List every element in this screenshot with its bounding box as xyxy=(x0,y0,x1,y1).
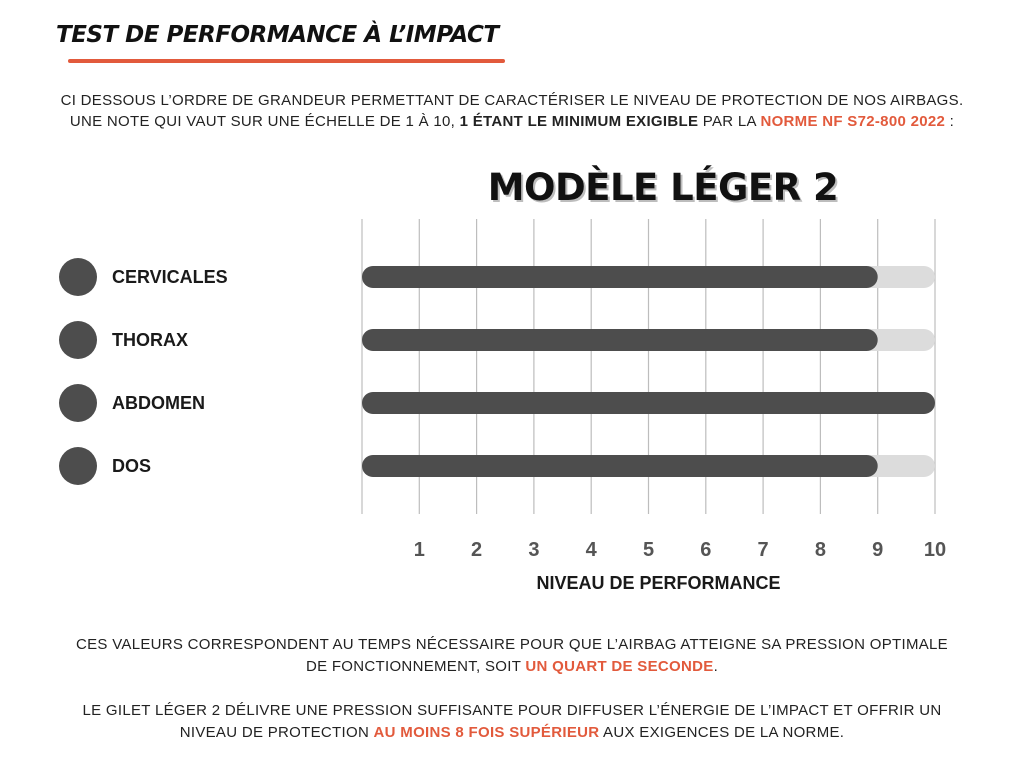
eight-times-highlight: AU MOINS 8 FOIS SUPÉRIEUR xyxy=(373,724,600,741)
explanation-1-line-2: DE FONCTIONNEMENT, SOIT UN QUART DE SECO… xyxy=(20,656,1004,678)
x-tick-label: 5 xyxy=(643,539,654,561)
intro-text: CI DESSOUS L’ORDRE DE GRANDEUR PERMETTAN… xyxy=(20,90,1004,132)
category-dot-thorax xyxy=(59,321,97,359)
intro-norm-reference: NORME NF S72-800 2022 xyxy=(760,113,946,130)
intro-line-2: UNE NOTE QUI VAUT SUR UNE ÉCHELLE DE 1 À… xyxy=(20,111,1004,132)
bar-dos xyxy=(362,455,878,477)
x-tick-label: 4 xyxy=(586,539,598,561)
category-dot-abdomen xyxy=(59,384,97,422)
x-axis-label: NIVEAU DE PERFORMANCE xyxy=(536,573,780,593)
explanation-1-end: . xyxy=(713,658,719,675)
x-tick-label: 2 xyxy=(471,539,482,561)
intro-line-1: CI DESSOUS L’ORDRE DE GRANDEUR PERMETTAN… xyxy=(60,92,964,109)
intro-minimum-note: 1 ÉTANT LE MINIMUM EXIGIBLE xyxy=(459,113,699,130)
explanation-2-start: NIVEAU DE PROTECTION xyxy=(179,724,374,741)
x-tick-label: 10 xyxy=(924,539,946,561)
x-tick-label: 1 xyxy=(414,539,425,561)
explanation-1-line-1: CES VALEURS CORRESPONDENT AU TEMPS NÉCES… xyxy=(75,636,948,653)
explanation-paragraph-1: CES VALEURS CORRESPONDENT AU TEMPS NÉCES… xyxy=(20,634,1004,678)
category-dot-cervicales xyxy=(59,258,97,296)
x-tick-label: 3 xyxy=(528,539,539,561)
category-label: THORAX xyxy=(112,330,188,350)
explanation-1-start: DE FONCTIONNEMENT, SOIT xyxy=(305,658,526,675)
x-tick-label: 7 xyxy=(758,539,769,561)
category-label: ABDOMEN xyxy=(112,393,205,413)
quarter-second-highlight: UN QUART DE SECONDE xyxy=(525,658,714,675)
x-tick-label: 6 xyxy=(700,539,711,561)
explanation-2-line-2: NIVEAU DE PROTECTION AU MOINS 8 FOIS SUP… xyxy=(20,722,1004,744)
category-label: CERVICALES xyxy=(112,267,228,287)
explanation-paragraph-2: LE GILET LÉGER 2 DÉLIVRE UNE PRESSION SU… xyxy=(20,700,1004,744)
category-label: DOS xyxy=(112,456,151,476)
category-dot-dos xyxy=(59,447,97,485)
chart-title: MODÈLE LÉGER 2 xyxy=(487,166,839,209)
intro-line-2-mid: PAR LA xyxy=(698,113,761,130)
x-tick-label: 8 xyxy=(815,539,826,561)
x-tick-label: 9 xyxy=(872,539,883,561)
page-heading: TEST DE PERFORMANCE À L’IMPACT xyxy=(56,22,499,48)
bar-thorax xyxy=(362,329,878,351)
bar-cervicales xyxy=(362,266,878,288)
explanation-2-line-1: LE GILET LÉGER 2 DÉLIVRE UNE PRESSION SU… xyxy=(82,702,942,719)
intro-line-2-start: UNE NOTE QUI VAUT SUR UNE ÉCHELLE DE 1 À… xyxy=(69,113,460,130)
explanation-2-end: AUX EXIGENCES DE LA NORME. xyxy=(599,724,845,741)
heading-underline xyxy=(68,59,505,63)
bar-abdomen xyxy=(362,392,935,414)
intro-line-2-end: : xyxy=(945,113,955,130)
